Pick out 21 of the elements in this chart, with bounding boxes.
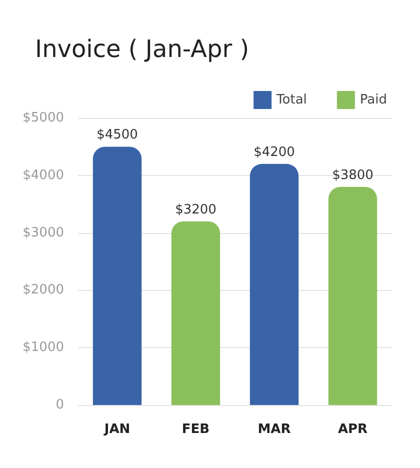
bar xyxy=(171,221,220,405)
x-tick-label: JAN xyxy=(103,422,130,437)
data-label: $4500 xyxy=(96,128,138,143)
x-tick-label: APR xyxy=(338,422,368,437)
y-tick-label: $2000 xyxy=(22,282,64,298)
bar xyxy=(92,146,142,405)
bar xyxy=(328,186,378,405)
y-tick-label: $3000 xyxy=(22,225,64,240)
legend-label: Paid xyxy=(360,92,388,108)
legend-label: Total xyxy=(276,92,307,108)
chart-title: Invoice ( Jan-Apr ) xyxy=(35,35,250,63)
x-tick-label: MAR xyxy=(258,422,291,437)
bar xyxy=(250,164,299,405)
y-tick-label: $1000 xyxy=(22,340,64,356)
data-label: $3200 xyxy=(175,202,216,218)
data-label: $3800 xyxy=(332,168,374,183)
y-tick-label: 0 xyxy=(56,398,64,412)
y-tick-label: $5000 xyxy=(22,110,64,126)
x-tick-label: FEB xyxy=(182,422,210,437)
data-label: $4200 xyxy=(254,144,295,160)
y-tick-label: $4000 xyxy=(22,168,64,183)
